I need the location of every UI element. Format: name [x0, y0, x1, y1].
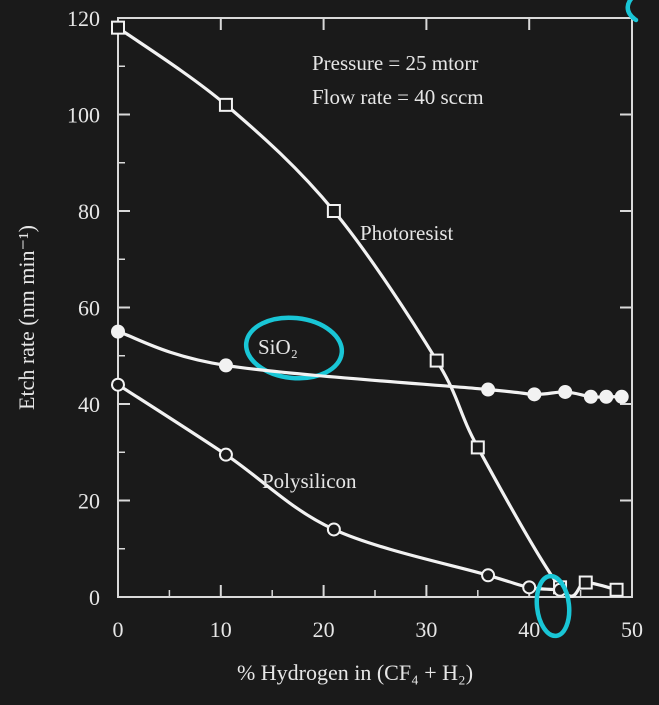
y-tick-label: 80: [78, 199, 100, 224]
data-point-polysilicon: [481, 568, 496, 583]
data-point-sio2: [558, 384, 573, 399]
x-tick-label: 50: [621, 617, 643, 642]
series-label: Photoresist: [360, 221, 454, 245]
data-point-photoresist: [429, 353, 444, 368]
data-point-polysilicon: [111, 377, 125, 392]
y-tick-label: 120: [67, 6, 100, 31]
data-point-photoresist: [111, 20, 125, 35]
annotation-mark-corner: [625, 0, 639, 23]
data-point-sio2: [111, 324, 125, 339]
data-point-polysilicon: [326, 522, 341, 537]
series-line-0: [116, 26, 619, 598]
data-point-photoresist: [578, 575, 593, 590]
y-tick-label: 100: [67, 103, 100, 128]
data-point-sio2: [481, 382, 496, 397]
data-point-sio2: [527, 387, 542, 402]
condition-note: Pressure = 25 mtorr: [312, 51, 478, 75]
data-point-sio2: [614, 389, 629, 404]
data-point-polysilicon: [218, 447, 233, 462]
x-tick-label: 20: [313, 617, 335, 642]
data-point-sio2: [583, 389, 598, 404]
condition-note: Flow rate = 40 sccm: [312, 85, 484, 109]
data-point-photoresist: [609, 582, 624, 597]
data-point-photoresist: [470, 440, 485, 455]
y-tick-label: 0: [89, 585, 100, 610]
series-label: SiO₂: [258, 335, 298, 359]
x-axis-title: % Hydrogen in (CF₄ + H₂): [237, 660, 473, 685]
annotation-circle-endpoint: [534, 573, 572, 639]
data-point-polysilicon: [522, 580, 537, 595]
x-tick-label: 10: [210, 617, 232, 642]
series-label: Polysilicon: [262, 469, 357, 493]
x-tick-label: 30: [415, 617, 437, 642]
data-point-sio2: [218, 358, 233, 373]
x-tick-label: 0: [113, 617, 124, 642]
x-tick-label: 40: [518, 617, 540, 642]
data-point-photoresist: [218, 97, 233, 112]
annotation-circle-sio2: [243, 315, 345, 381]
data-point-photoresist: [326, 204, 341, 218]
data-point-sio2: [599, 389, 614, 404]
y-tick-label: 60: [78, 296, 100, 321]
y-axis-title: Etch rate (nm min⁻¹): [14, 225, 39, 410]
series-line-1: [116, 330, 624, 399]
y-tick-label: 20: [78, 489, 100, 514]
y-tick-label: 40: [78, 392, 100, 417]
